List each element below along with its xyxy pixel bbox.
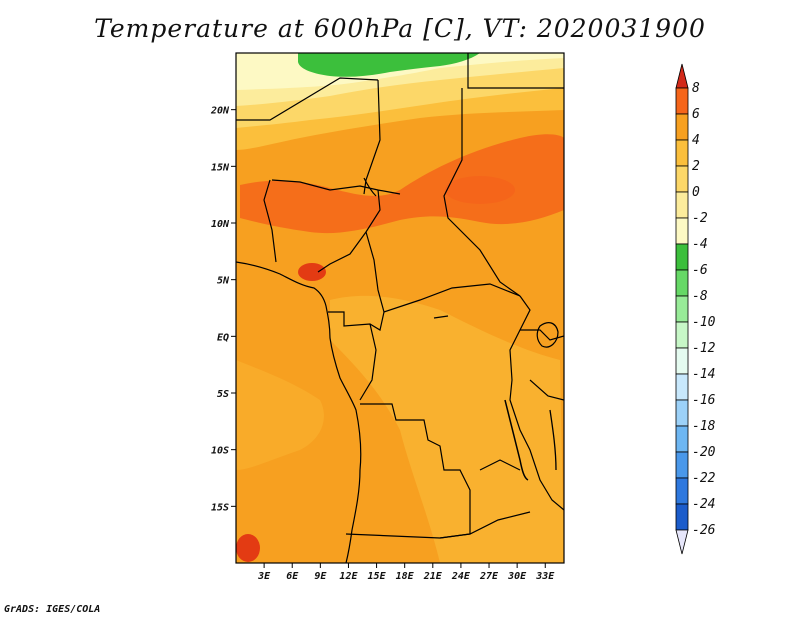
field-central-patch (330, 295, 564, 563)
x-tick-label: 18E (396, 571, 415, 582)
y-tick-label: 10N (211, 219, 230, 230)
y-axis-ticks: 20N 15N 10N 5N EQ 5S 10S 15S (210, 106, 236, 513)
border-tanzania (529, 379, 564, 401)
lake-tanganyika (504, 399, 529, 481)
colorbar-top-arrow (675, 63, 689, 89)
field-sahel-warm (240, 134, 564, 234)
colorbar-label: -14 (692, 367, 715, 382)
colorbar-segment (675, 243, 689, 271)
colorbar-label: -22 (692, 471, 716, 486)
y-tick-label: 20N (210, 106, 230, 117)
y-tick-label: 5S (217, 389, 229, 400)
y-tick-label: 15S (211, 502, 229, 513)
border-gabon-congo (328, 311, 385, 331)
y-tick-label: 15N (211, 162, 230, 173)
border-nigeria-cameroon (317, 189, 381, 273)
colorbar-label: -26 (692, 523, 716, 538)
border-libya-egypt (467, 53, 564, 89)
colorbar-label: -20 (692, 445, 716, 460)
x-tick-label: 30E (507, 571, 527, 582)
y-tick-label: 10S (211, 446, 229, 457)
colorbar-bottom-arrow (675, 529, 689, 555)
x-tick-label: 33E (535, 571, 555, 582)
border-algeria (236, 77, 379, 121)
colorbar-label: -24 (692, 497, 715, 512)
colorbar-segment (675, 139, 689, 167)
colorbar-segment (675, 503, 689, 531)
x-tick-label: 27E (479, 571, 499, 582)
border-benin (263, 179, 277, 263)
colorbar-segment (675, 399, 689, 427)
lake-malawi (549, 409, 557, 471)
colorbar-label: -6 (692, 263, 708, 278)
colorbar-segment (675, 451, 689, 479)
colorbar-segment (675, 217, 689, 245)
coastline (236, 261, 362, 563)
colorbar-label: -8 (692, 289, 708, 304)
colorbar: 8 6 4 2 0 -2 -4 -6 -8 -10 -12 -14 -16 -18 -20 -22 -24 -26 (675, 63, 716, 555)
colorbar-segment (675, 269, 689, 297)
colorbar-segment (675, 87, 689, 115)
colorbar-label: 4 (692, 133, 700, 148)
lake-victoria (536, 322, 559, 348)
colorbar-label: -16 (692, 393, 716, 408)
field-atlantic-patch (236, 360, 324, 470)
colorbar-segment (675, 477, 689, 505)
border-congo-drc (359, 323, 377, 401)
credit-label: GrADS: IGES/COLA (4, 604, 101, 615)
x-tick-label: 12E (339, 571, 358, 582)
field-hotspot-east (445, 176, 515, 204)
colorbar-segment (675, 295, 689, 323)
colorbar-label: -10 (692, 315, 716, 330)
colorbar-label: 6 (692, 107, 700, 122)
border-angola-drc (360, 403, 471, 539)
colorbar-label: -4 (692, 237, 708, 252)
x-axis-ticks: 3E 6E 9E 12E 15E 18E 21E 24E 27E 30E 33E (257, 563, 555, 582)
border-drc-east (509, 295, 564, 511)
x-tick-label: 21E (423, 571, 443, 582)
x-tick-label: 15E (368, 571, 387, 582)
colorbar-label: 0 (692, 185, 700, 200)
border-angola-south (345, 511, 531, 539)
colorbar-segment (675, 347, 689, 375)
colorbar-segment (675, 373, 689, 401)
border-niger-nigeria (271, 179, 401, 195)
river-fragment (433, 315, 449, 319)
map-frame (235, 52, 565, 564)
colorbar-label: 8 (692, 81, 700, 96)
y-tick-label: 5N (217, 276, 230, 287)
map-title: Temperature at 600hPa [C], VT: 202003190… (94, 14, 706, 43)
y-tick-label: EQ (217, 332, 229, 343)
lake-chad (363, 177, 377, 197)
border-zambia (479, 459, 521, 471)
colorbar-segment (675, 191, 689, 219)
field-hotspot-south (236, 534, 260, 562)
x-tick-label: 24E (451, 571, 471, 582)
colorbar-label: 2 (692, 159, 700, 174)
x-tick-label: 6E (286, 571, 299, 582)
colorbar-segment (675, 321, 689, 349)
border-car (365, 231, 521, 313)
field-hotspot-west (298, 263, 326, 281)
colorbar-label: -2 (692, 211, 708, 226)
border-chad-sudan (443, 88, 521, 297)
country-borders (236, 53, 564, 563)
temperature-field (236, 53, 564, 563)
field-green-cold (298, 53, 480, 77)
x-tick-label: 9E (314, 571, 327, 582)
colorbar-segment (675, 113, 689, 141)
colorbar-label: -12 (692, 341, 716, 356)
colorbar-label: -18 (692, 419, 716, 434)
x-tick-label: 3E (257, 571, 271, 582)
colorbar-segment (675, 165, 689, 193)
colorbar-segment (675, 425, 689, 453)
